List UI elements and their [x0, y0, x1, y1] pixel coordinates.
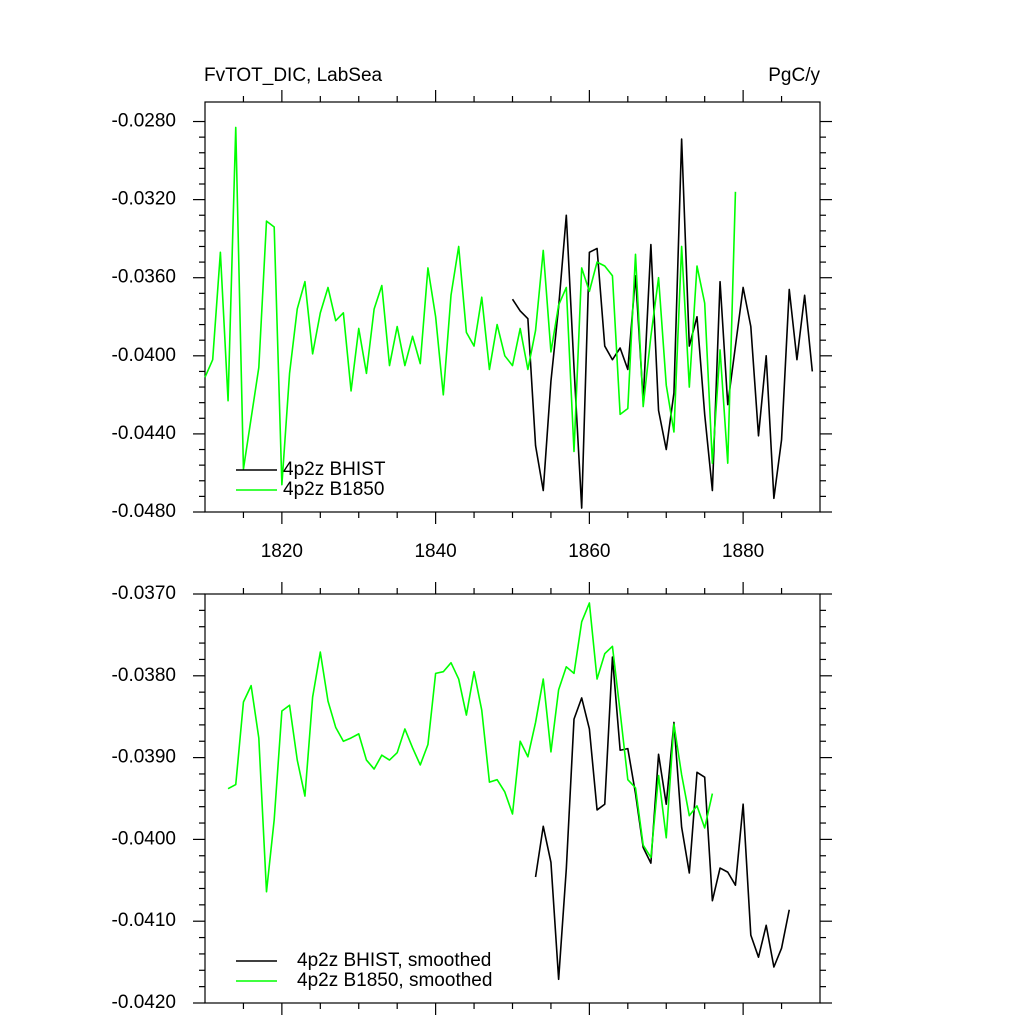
- units-label: PgC/y: [768, 65, 820, 86]
- x-tick-label: 1820: [261, 541, 303, 562]
- legend-label: 4p2z BHIST, smoothed: [297, 950, 491, 971]
- legend-label: 4p2z B1850, smoothed: [297, 970, 492, 991]
- y-tick-label: -0.0410: [112, 910, 176, 931]
- y-tick-label: -0.0370: [112, 583, 176, 604]
- y-tick-label: -0.0280: [112, 111, 176, 132]
- y-tick-label: -0.0480: [112, 501, 176, 522]
- x-tick-label: 1860: [568, 541, 610, 562]
- y-tick-label: -0.0360: [112, 267, 176, 288]
- chart-title: FvTOT_DIC, LabSea: [204, 65, 383, 86]
- data-line: [227, 602, 714, 893]
- y-tick-label: -0.0320: [112, 189, 176, 210]
- legend-label: 4p2z BHIST: [283, 459, 386, 480]
- x-tick-label: 1880: [722, 541, 764, 562]
- y-tick-label: -0.0420: [112, 992, 176, 1013]
- y-tick-label: -0.0400: [112, 345, 176, 366]
- x-tick-label: 1840: [414, 541, 456, 562]
- y-tick-label: -0.0440: [112, 423, 176, 444]
- y-tick-label: -0.0400: [112, 828, 176, 849]
- data-line: [511, 138, 814, 509]
- y-tick-label: -0.0380: [112, 665, 176, 686]
- data-line: [534, 656, 791, 981]
- data-line: [204, 126, 737, 486]
- y-tick-label: -0.0390: [112, 747, 176, 768]
- legend-label: 4p2z B1850: [283, 479, 384, 500]
